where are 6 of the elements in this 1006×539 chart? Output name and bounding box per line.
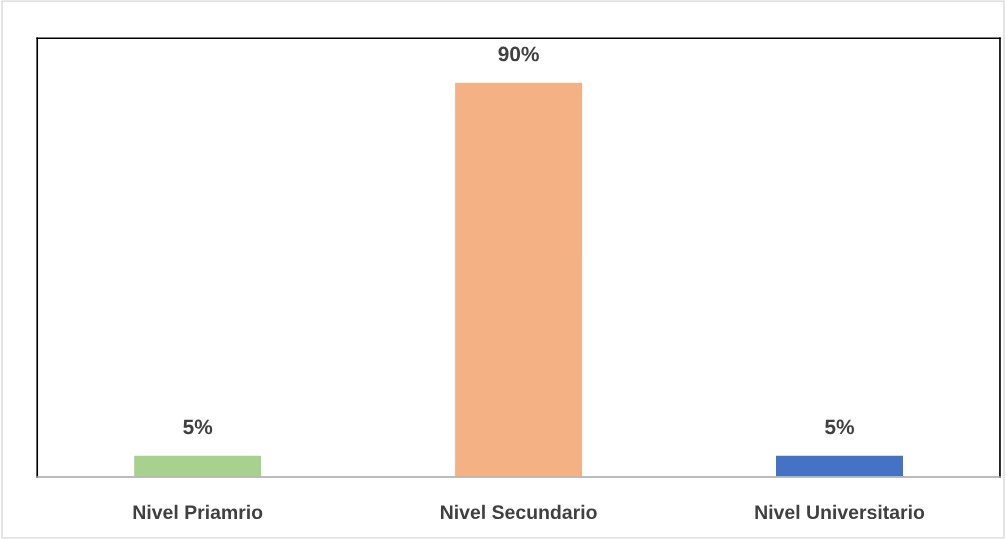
- x-tick-label: Nivel Secundario: [441, 504, 597, 520]
- data-label: 90%: [498, 46, 539, 62]
- x-tick-label: Nivel Priamrio: [133, 504, 263, 520]
- data-label: 5%: [825, 419, 855, 435]
- x-tick-label: Nivel Universitario: [755, 504, 925, 520]
- data-label: 5%: [183, 419, 213, 435]
